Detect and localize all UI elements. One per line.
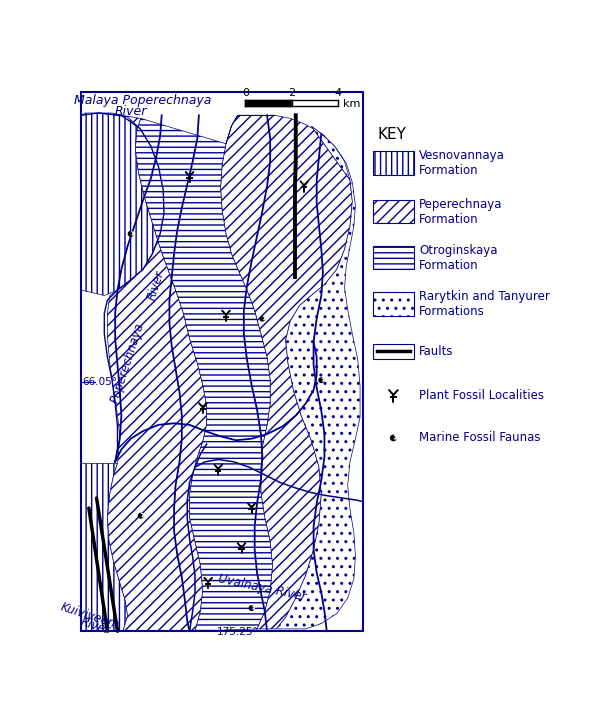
Polygon shape: [220, 115, 352, 629]
Text: Uvalnaya River: Uvalnaya River: [217, 573, 307, 604]
Polygon shape: [81, 113, 164, 295]
Text: River: River: [146, 270, 167, 303]
Bar: [373, 293, 413, 315]
Circle shape: [249, 606, 254, 610]
Circle shape: [141, 514, 143, 517]
Polygon shape: [98, 113, 207, 631]
Text: Plant Fossil Localities: Plant Fossil Localities: [419, 389, 544, 402]
Text: Poperechnaya: Poperechnaya: [108, 321, 147, 405]
Polygon shape: [135, 115, 275, 631]
Circle shape: [319, 378, 323, 382]
Text: Marine Fossil Faunas: Marine Fossil Faunas: [419, 432, 540, 445]
Circle shape: [391, 435, 396, 441]
Text: Vesnovannaya
Formation: Vesnovannaya Formation: [419, 149, 505, 177]
Text: Malaya Poperechnaya: Malaya Poperechnaya: [74, 94, 212, 107]
Polygon shape: [81, 463, 128, 631]
Text: km: km: [343, 99, 361, 109]
Polygon shape: [311, 126, 350, 180]
Circle shape: [262, 317, 265, 320]
Circle shape: [138, 513, 143, 518]
Bar: [373, 200, 413, 223]
Polygon shape: [276, 126, 360, 629]
Text: Rarytkin and Tanyurer
Formations: Rarytkin and Tanyurer Formations: [419, 290, 550, 318]
Text: River: River: [78, 616, 111, 637]
Text: 66.05°: 66.05°: [83, 377, 117, 387]
Text: Kuiviveem: Kuiviveem: [59, 600, 122, 632]
Text: Otroginskaya
Formation: Otroginskaya Formation: [419, 244, 498, 272]
Text: River: River: [114, 105, 147, 118]
Bar: [373, 151, 413, 175]
Text: Peperechnaya
Formation: Peperechnaya Formation: [419, 198, 503, 226]
Text: 2: 2: [288, 88, 295, 98]
Circle shape: [252, 607, 254, 609]
Text: KEY: KEY: [377, 127, 406, 142]
Text: Faults: Faults: [419, 345, 453, 358]
Circle shape: [128, 232, 133, 236]
Circle shape: [260, 316, 265, 321]
Text: 175.25°: 175.25°: [217, 627, 259, 637]
Bar: [373, 344, 413, 359]
Bar: [81, 92, 363, 631]
Circle shape: [131, 232, 134, 234]
Text: 0: 0: [242, 88, 249, 98]
Circle shape: [394, 436, 397, 439]
Circle shape: [321, 379, 324, 381]
Bar: [373, 246, 413, 270]
Text: 4: 4: [335, 88, 342, 98]
